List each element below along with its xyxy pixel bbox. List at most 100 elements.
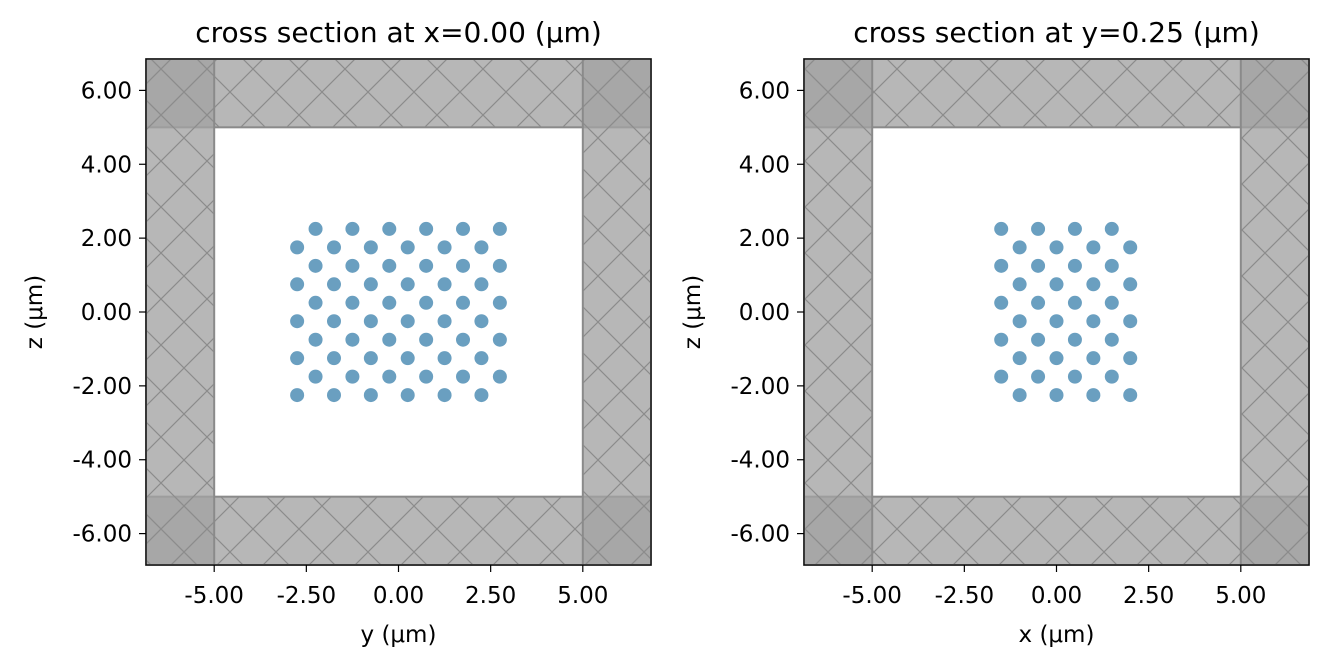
- data-point: [1067, 258, 1082, 273]
- y-axis-ticks: 6.00 4.00 2.00 0.00 -2.00 -4.00 -6.00: [72, 78, 146, 548]
- data-point: [1012, 277, 1027, 292]
- data-point: [345, 295, 360, 310]
- data-point: [363, 388, 378, 403]
- data-point: [437, 314, 452, 329]
- y-axis-ticks: 6.00 4.00 2.00 0.00 -2.00 -4.00 -6.00: [730, 78, 804, 548]
- y-tick-label: -2.00: [730, 374, 790, 400]
- x-axis-label: y (μm): [361, 622, 437, 648]
- pml-region-left: [145, 58, 216, 566]
- pml-region-bottom: [803, 495, 1310, 567]
- y-tick-label: 0.00: [81, 300, 132, 326]
- data-point: [1123, 351, 1138, 366]
- data-point: [400, 388, 415, 403]
- pml-region-right: [1239, 58, 1310, 566]
- data-point: [1067, 332, 1082, 347]
- y-tick-label: 6.00: [81, 78, 132, 104]
- y-tick-label: 2.00: [81, 226, 132, 252]
- data-point: [326, 351, 341, 366]
- data-point: [1031, 295, 1046, 310]
- data-point: [1031, 221, 1046, 236]
- x-tick-label: 0.00: [373, 583, 424, 609]
- axes-frame: [803, 58, 1310, 566]
- data-point: [290, 351, 305, 366]
- data-point: [1104, 295, 1119, 310]
- y-axis-label: z (μm): [22, 275, 48, 349]
- data-point: [419, 369, 434, 384]
- data-point: [492, 332, 507, 347]
- data-point: [290, 240, 305, 255]
- y-tick-label: -2.00: [72, 374, 132, 400]
- data-point: [1012, 314, 1027, 329]
- data-point: [1031, 332, 1046, 347]
- data-point: [492, 258, 507, 273]
- chart-panel-left: cross section at x=0.00 (μm) -5.00 -2.50 0…: [22, 16, 653, 648]
- data-point: [1104, 369, 1119, 384]
- data-point: [400, 314, 415, 329]
- x-axis-ticks: -5.00 -2.50 0.00 2.50 5.00: [842, 565, 1266, 609]
- chart-title: cross section at x=0.00 (μm): [195, 16, 602, 49]
- x-tick-label: 2.50: [1123, 583, 1174, 609]
- data-point: [492, 295, 507, 310]
- data-point: [290, 388, 305, 403]
- data-point: [308, 295, 323, 310]
- y-tick-label: 6.00: [739, 78, 790, 104]
- data-point: [308, 369, 323, 384]
- data-point: [345, 258, 360, 273]
- data-point: [326, 277, 341, 292]
- data-point: [400, 351, 415, 366]
- data-point: [345, 332, 360, 347]
- y-tick-label: -4.00: [730, 448, 790, 474]
- x-tick-label: 0.00: [1031, 583, 1082, 609]
- x-tick-label: 2.50: [465, 583, 516, 609]
- axes-frame: [145, 58, 652, 566]
- x-axis-label: x (μm): [1019, 622, 1095, 648]
- data-point: [1123, 314, 1138, 329]
- data-point: [456, 295, 471, 310]
- data-point: [1049, 277, 1064, 292]
- pml-region-bottom: [145, 495, 652, 567]
- y-tick-label: -6.00: [730, 522, 790, 548]
- data-point: [290, 314, 305, 329]
- data-point: [1104, 258, 1119, 273]
- x-tick-label: 5.00: [557, 583, 608, 609]
- data-point: [290, 277, 305, 292]
- data-point: [1049, 240, 1064, 255]
- data-point: [474, 351, 489, 366]
- data-point: [345, 221, 360, 236]
- data-point: [456, 221, 471, 236]
- y-tick-label: 4.00: [81, 152, 132, 178]
- data-point: [474, 314, 489, 329]
- plot-area: [803, 58, 1310, 567]
- data-point: [456, 332, 471, 347]
- y-tick-label: 0.00: [739, 300, 790, 326]
- x-tick-label: -2.50: [935, 583, 995, 609]
- chart-title: cross section at y=0.25 (μm): [853, 16, 1260, 49]
- data-point: [1086, 351, 1101, 366]
- data-point: [1012, 351, 1027, 366]
- data-point: [994, 221, 1009, 236]
- pml-region-right: [581, 58, 653, 566]
- pml-region-left: [803, 58, 874, 566]
- data-point: [994, 258, 1009, 273]
- data-point: [326, 240, 341, 255]
- data-point: [308, 221, 323, 236]
- data-point: [1012, 240, 1027, 255]
- data-point: [363, 351, 378, 366]
- data-point: [400, 240, 415, 255]
- data-point: [1049, 314, 1064, 329]
- data-point: [419, 221, 434, 236]
- data-point: [1086, 240, 1101, 255]
- data-point: [382, 369, 397, 384]
- data-point: [400, 277, 415, 292]
- data-point: [437, 240, 452, 255]
- data-point: [363, 277, 378, 292]
- data-point: [382, 332, 397, 347]
- data-point: [382, 295, 397, 310]
- data-point: [419, 258, 434, 273]
- data-point: [492, 221, 507, 236]
- data-point: [363, 240, 378, 255]
- data-point: [308, 258, 323, 273]
- data-point: [1049, 388, 1064, 403]
- data-point: [456, 369, 471, 384]
- data-point: [1104, 221, 1119, 236]
